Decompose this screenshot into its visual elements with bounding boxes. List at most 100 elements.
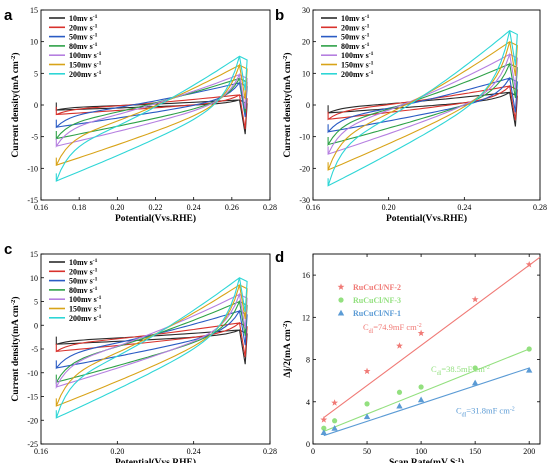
cv-curve-80mv-s-1 [55,76,248,141]
cv-curve-80mv-s-1 [327,61,518,147]
legend-label: 100mv s-1 [69,51,102,60]
x-axis-label: Potential(Vvs.RHE) [115,457,196,463]
data-point-star [525,261,533,268]
cv-curve-200mv-s-1 [55,277,248,419]
legend-label: 80mv s-1 [341,42,370,51]
y-tick-label: -5 [31,345,38,354]
legend-label: 150mv s-1 [69,305,102,314]
data-point-circle [338,297,344,303]
y-tick-label: 16 [302,271,310,280]
panel-b: 0.16 0.20 0.24 0.28 -30 -20 -10 0 10 20 30 Potentia… [275,6,547,224]
y-tick-label: -10 [299,133,310,142]
cv-curve-100mv-s-1 [55,72,248,148]
y-tick-label: 15 [30,250,38,259]
data-point-star [417,329,425,337]
legend-label: 150mv s-1 [69,61,102,70]
data-point-star [331,399,338,406]
panel-letter: d [275,249,284,266]
x-tick-label: 0.22 [149,203,163,212]
legend-label: RuCuCl/NF-1 [353,309,401,318]
cv-curve-20mv-s-1 [55,94,248,130]
y-tick-label: 0 [34,321,38,330]
plot-frame [312,253,541,445]
legend-label: 50mv s-1 [69,33,98,42]
data-point-triangle [320,429,328,435]
cv-curve-150mv-s-1 [55,284,248,407]
legend-label: 20mv s-1 [341,23,370,32]
cv-curve-80mv-s-1 [55,299,248,385]
legend-label: 50mv s-1 [69,277,98,286]
cdl-annotation: Cdl=74.9mF cm-2 [363,322,422,335]
y-tick-label: -10 [27,164,38,173]
y-tick-label: -15 [27,196,38,205]
legend-label: 150mv s-1 [341,61,374,70]
data-point-triangle [471,379,479,386]
x-tick-label: 0.16 [34,203,48,212]
data-point-circle [472,365,478,371]
legend-label: 20mv s-1 [69,267,98,276]
legend-label: 20mv s-1 [69,23,98,32]
cdl-annotation: Cdl=31.8mF cm-2 [456,406,515,419]
cv-curve-20mv-s-1 [327,84,518,121]
data-point-circle [526,346,532,352]
x-tick-label: 0.16 [306,203,320,212]
data-point-star [320,416,328,423]
y-tick-label: 0 [306,101,310,110]
legend-label: 200mv s-1 [341,70,374,79]
y-axis-label: Current density(mA cm-2) [10,296,22,401]
data-point-circle [321,425,327,431]
legend-label: 80mv s-1 [69,42,98,51]
x-tick-label: 0.18 [72,203,86,212]
legend-label: 100mv s-1 [69,295,102,304]
series-group [327,29,518,187]
y-axis-label: Δj/2(mA cm-2) [282,320,294,377]
data-point-star [337,283,345,290]
data-point-triangle [337,309,345,316]
series-group [55,55,248,182]
series-group [55,277,248,419]
fit-line [323,256,541,419]
x-tick-label: 0.16 [34,447,48,456]
x-tick-label: 0.20 [110,447,124,456]
data-point-triangle [331,424,338,431]
x-tick-label: 150 [469,447,481,456]
y-tick-label: -15 [27,393,38,402]
data-point-star [471,295,479,303]
y-tick-label: -10 [27,369,38,378]
data-point-circle [418,384,424,390]
cv-curve-150mv-s-1 [55,63,248,166]
fit-line [323,367,530,437]
y-tick-label: -25 [27,440,38,449]
panel-letter: c [4,241,12,258]
cv-curve-20mv-s-1 [55,321,248,358]
y-tick-label: -20 [299,164,310,173]
legend-label: 100mv s-1 [341,51,374,60]
x-tick-label: 0 [311,447,315,456]
y-tick-label: 0 [34,101,38,110]
legend: RuCuCl/NF-2 RuCuCl/NF-3 RuCuCl/NF-1 [337,283,401,318]
x-tick-label: 0.24 [457,203,471,212]
y-tick-label: 5 [34,69,38,78]
legend-label: 10mv s-1 [69,258,98,267]
y-tick-label: 15 [30,6,38,15]
y-axis-label: Current density(mA cm-2) [282,52,294,157]
legend-label: 80mv s-1 [69,286,98,295]
x-tick-label: 0.26 [225,203,239,212]
y-tick-label: 10 [30,274,38,283]
data-point-triangle [525,366,533,373]
x-tick-label: 200 [523,447,535,456]
panel-letter: b [275,7,284,24]
y-tick-label: -30 [299,196,310,205]
y-tick-label: -20 [27,416,38,425]
legend-label: 200mv s-1 [69,314,102,323]
y-axis-label: Current density(mA cm-2) [10,52,22,157]
x-tick-label: 50 [363,447,371,456]
panel-c: 0.16 0.20 0.24 0.28 -25 -20 -15 -10 -5 0 5 10 15 Pote… [4,241,277,463]
y-tick-label: 5 [34,298,38,307]
legend-label: 200mv s-1 [69,70,102,79]
cdl-annotation: Cdl=38.5mF cm-2 [431,364,490,377]
panel-letter: a [4,7,13,24]
